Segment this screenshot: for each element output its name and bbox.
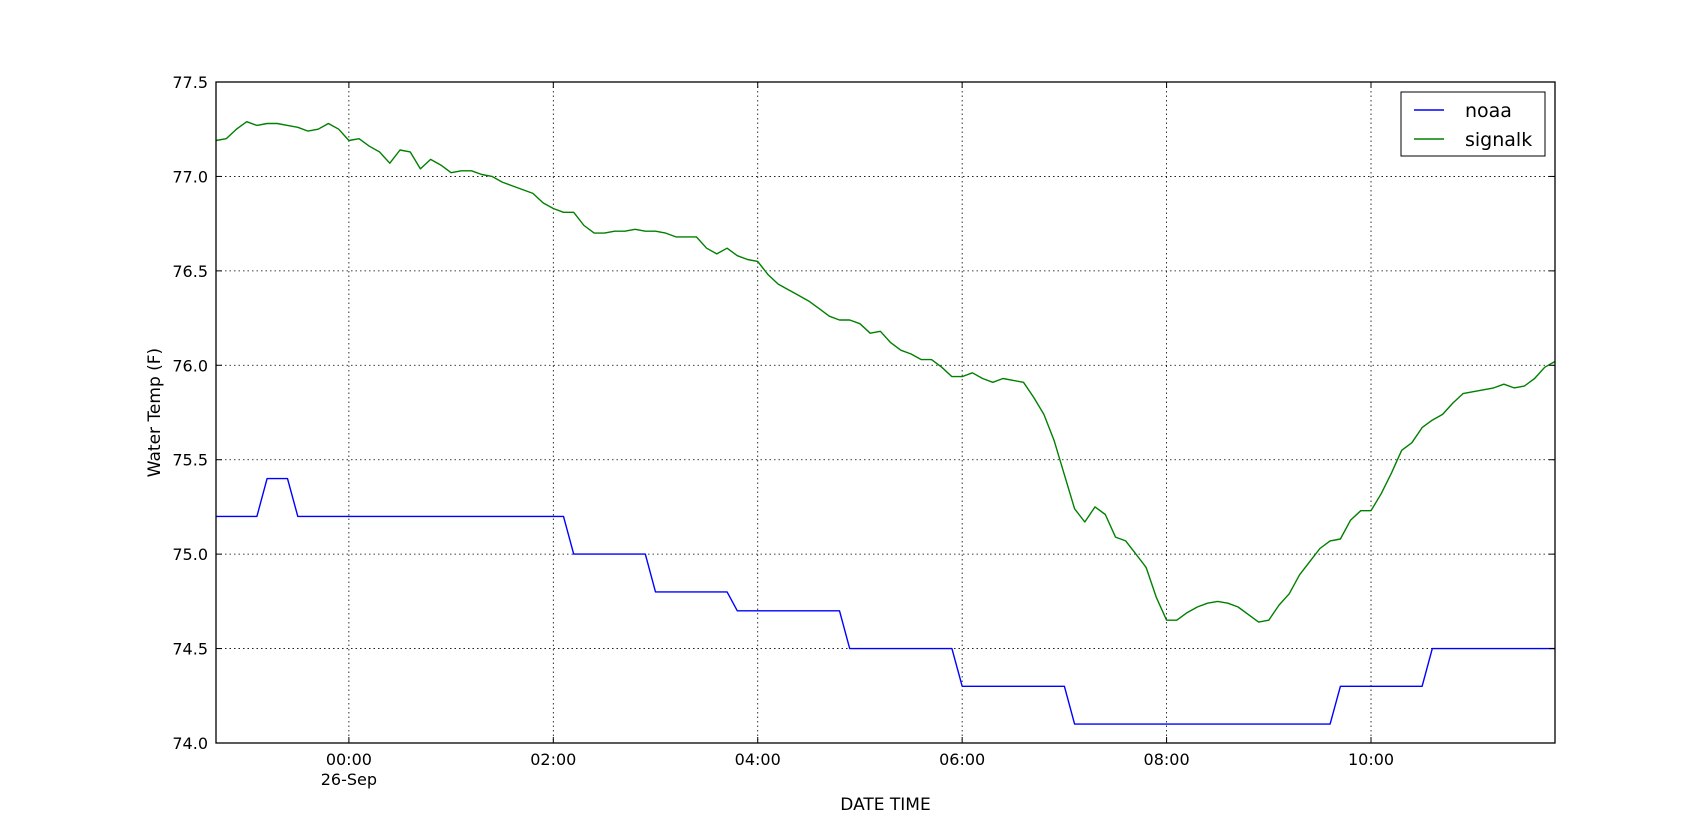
axis-ticks: 74.0 74.5 75.0 75.5 76.0 76.5 77.0 77.5 00:0026-… <box>172 73 1555 789</box>
x-axis-title: DATE TIME <box>840 795 930 815</box>
x-tick-label: 06:00 <box>939 750 985 769</box>
x-tick-label: 08:00 <box>1144 750 1190 769</box>
y-tick-label: 76.0 <box>172 356 208 375</box>
x-tick-label: 02:00 <box>530 750 576 769</box>
series-line-signalk <box>215 120 1556 623</box>
y-axis-title: Water Temp (F) <box>145 348 165 477</box>
legend-label-noaa: noaa <box>1465 100 1512 122</box>
x-tick-label: 10:00 <box>1348 750 1394 769</box>
plot-frame <box>215 81 1556 744</box>
y-tick-label: 76.5 <box>172 262 208 281</box>
y-tick-label: 75.5 <box>172 451 208 470</box>
y-tick-label: 77.5 <box>172 73 208 92</box>
x-tick-label: 04:00 <box>735 750 781 769</box>
y-tick-label: 74.0 <box>172 734 208 753</box>
y-tick-label: 74.5 <box>172 640 208 659</box>
x-tick-sublabel: 26-Sep <box>321 770 377 789</box>
series-line-noaa <box>216 477 1555 725</box>
y-tick-label: 75.0 <box>172 545 208 564</box>
x-tick-label: 00:00 <box>326 750 372 769</box>
legend-label-signalk: signalk <box>1465 129 1532 151</box>
legend: noaa signalk <box>1400 91 1546 157</box>
series-lines <box>215 120 1556 725</box>
legend-box <box>1400 91 1546 157</box>
y-tick-label: 77.0 <box>172 167 208 186</box>
